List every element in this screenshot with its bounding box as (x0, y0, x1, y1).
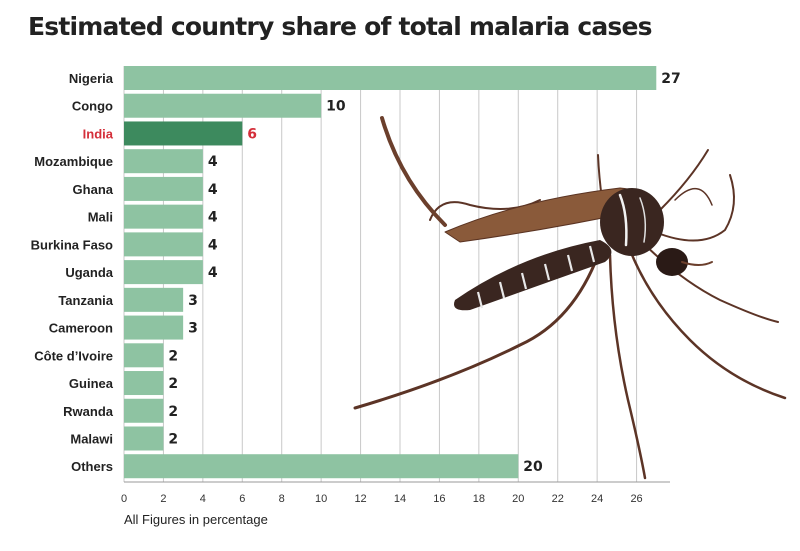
mosquito-image (353, 116, 787, 480)
bar-others (124, 454, 519, 479)
x-tick-label-10: 10 (315, 493, 327, 505)
x-tick-label-0: 0 (121, 493, 127, 505)
category-label-congo: Congo (72, 99, 113, 114)
x-tick-label-12: 12 (354, 493, 366, 505)
category-label-c-te-d-ivoire: Côte d’Ivoire (34, 348, 113, 363)
value-label-c-te-d-ivoire: 2 (168, 348, 178, 364)
value-label-mali: 4 (208, 210, 218, 226)
value-label-mozambique: 4 (208, 154, 218, 170)
value-label-malawi: 2 (168, 431, 178, 447)
category-label-ghana: Ghana (73, 182, 114, 197)
category-label-india: India (83, 126, 114, 141)
value-label-burkina-faso: 4 (208, 237, 218, 253)
bar-ghana (124, 176, 203, 201)
category-label-rwanda: Rwanda (63, 404, 114, 419)
category-label-others: Others (71, 459, 113, 474)
bar-rwanda (124, 398, 164, 423)
x-tick-label-20: 20 (512, 493, 524, 505)
category-label-guinea: Guinea (69, 376, 114, 391)
bar-tanzania (124, 287, 184, 312)
bars (124, 66, 657, 479)
bar-uganda (124, 260, 203, 285)
value-label-rwanda: 2 (168, 404, 178, 420)
bar-mali (124, 204, 203, 229)
x-tick-label-22: 22 (552, 493, 564, 505)
bar-mozambique (124, 149, 203, 174)
category-label-malawi: Malawi (70, 431, 113, 446)
bar-c-te-d-ivoire (124, 343, 164, 368)
x-axis: 0 2 4 6 8 10 12 14 16 18 20 22 24 26 (121, 481, 670, 505)
bar-guinea (124, 371, 164, 396)
x-tick-label-24: 24 (591, 493, 603, 505)
value-label-uganda: 4 (208, 265, 218, 281)
category-label-nigeria: Nigeria (69, 71, 114, 86)
bar-congo (124, 93, 322, 118)
x-tick-label-18: 18 (473, 493, 485, 505)
value-label-others: 20 (523, 459, 543, 475)
bar-nigeria (124, 66, 657, 90)
value-label-nigeria: 27 (661, 71, 680, 87)
value-label-ghana: 4 (208, 182, 218, 198)
footnote: All Figures in percentage (124, 512, 268, 527)
x-tick-label-14: 14 (394, 493, 406, 505)
category-label-tanzania: Tanzania (58, 293, 113, 308)
category-label-uganda: Uganda (65, 265, 113, 280)
x-tick-label-26: 26 (630, 493, 642, 505)
value-label-congo: 10 (326, 99, 346, 115)
x-tick-label-2: 2 (160, 493, 166, 505)
x-tick-label-6: 6 (239, 493, 245, 505)
x-tick-label-4: 4 (200, 493, 206, 505)
bar-india (124, 121, 243, 146)
x-tick-label-16: 16 (433, 493, 445, 505)
value-label-tanzania: 3 (188, 293, 198, 309)
bar-burkina-faso (124, 232, 203, 257)
value-label-india: 6 (247, 126, 257, 142)
category-label-burkina-faso: Burkina Faso (31, 237, 113, 252)
x-tick-label-8: 8 (279, 493, 285, 505)
bar-malawi (124, 426, 164, 451)
value-label-cameroon: 3 (188, 321, 198, 337)
value-label-guinea: 2 (168, 376, 178, 392)
category-label-cameroon: Cameroon (49, 321, 113, 336)
category-label-mali: Mali (88, 210, 113, 225)
chart-title: Estimated country share of total malaria… (28, 12, 653, 41)
bar-cameroon (124, 315, 184, 340)
labels: Nigeria 27 Congo 10 India 6 Mozambique 4 Ghana 4 M… (31, 71, 681, 475)
category-label-mozambique: Mozambique (34, 154, 113, 169)
